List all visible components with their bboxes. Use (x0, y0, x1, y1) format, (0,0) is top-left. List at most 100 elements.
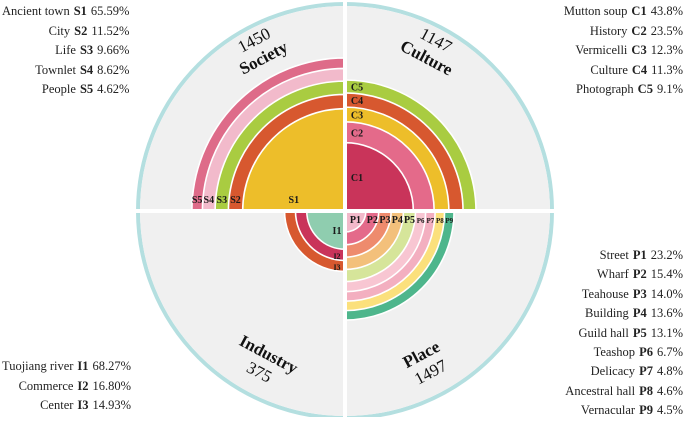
legend-percent: 11.3% (651, 62, 683, 77)
legend-code: I2 (77, 378, 89, 393)
legend-percent: 4.5% (656, 403, 683, 418)
legend-code: P9 (639, 403, 653, 418)
legend-percent: 23.2% (650, 248, 683, 262)
legend-percent: 65.59% (90, 4, 130, 18)
legend-label: Ancestral hall (565, 383, 636, 398)
bar-label-i2: I2 (333, 252, 340, 261)
legend-percent: 4.62% (97, 82, 130, 97)
legend-percent: 8.62% (97, 62, 130, 77)
bar-label-c4: C4 (351, 96, 363, 107)
legend-row: People S5 4.62% (2, 80, 130, 100)
legend-percent: 13.6% (650, 306, 683, 321)
legend-code: S1 (73, 4, 87, 18)
legend-label: Center (40, 398, 74, 413)
bar-label-s1: S1 (289, 195, 300, 206)
bar-s1 (241, 107, 346, 212)
legend-label: Ancient town (2, 4, 70, 18)
legend-row: Vermicelli C3 12.3% (564, 41, 683, 61)
legend-row: Tuojiang river I1 68.27% (2, 357, 131, 377)
legend-code: I3 (77, 398, 89, 413)
legend-code: C3 (631, 43, 647, 58)
legend-percent: 4.6% (656, 383, 683, 398)
legend-industry: Tuojiang river I1 68.27% Commerce I2 16.80% … (2, 357, 131, 416)
legend-code: C5 (637, 82, 653, 97)
legend-percent: 13.1% (650, 325, 683, 340)
bar-label-s3: S3 (217, 195, 228, 206)
bar-label-p8: P8 (436, 217, 444, 225)
bar-i1 (305, 210, 346, 251)
bar-label-p7: P7 (427, 217, 435, 225)
legend-label: Delicacy (590, 364, 636, 379)
legend-label: Guild hall (578, 325, 629, 340)
legend-label: Mutton soup (563, 4, 628, 18)
legend-row: Life S3 9.66% (2, 41, 129, 61)
legend-label: Townlet (35, 62, 76, 77)
bar-label-c3: C3 (351, 111, 363, 122)
bar-label-p3: P3 (379, 215, 390, 226)
bar-label-p4: P4 (392, 215, 403, 226)
legend-row: Ancient town S1 65.59% (2, 2, 129, 22)
legend-row: Mutton soup C1 43.8% (564, 2, 683, 22)
bar-label-c5: C5 (351, 83, 363, 94)
bar-label-p2: P2 (367, 215, 378, 226)
legend-code: C1 (631, 4, 647, 18)
legend-label: Photograph (576, 82, 634, 97)
legend-code: P3 (632, 286, 647, 301)
legend-label: History (589, 23, 628, 38)
legend-label: City (48, 23, 71, 38)
bar-label-p6: P6 (417, 217, 425, 225)
legend-row: Building P4 13.6% (565, 304, 683, 323)
legend-percent: 6.7% (656, 345, 683, 360)
legend-row: Center I3 14.93% (2, 396, 131, 416)
legend-percent: 14.0% (650, 286, 683, 301)
legend-code: S3 (79, 43, 94, 58)
bar-label-i3: I3 (333, 263, 340, 272)
legend-label: Commerce (18, 378, 74, 393)
legend-row: Street P1 23.2% (565, 246, 683, 265)
legend-row: Teashop P6 6.7% (565, 343, 683, 362)
legend-code: P2 (632, 267, 647, 282)
legend-label: Vernacular (580, 403, 636, 418)
legend-percent: 9.1% (656, 82, 683, 97)
legend-label: Vermicelli (575, 43, 628, 58)
legend-percent: 9.66% (97, 43, 130, 58)
bar-label-c1: C1 (351, 173, 363, 184)
legend-label: Teashop (593, 345, 636, 360)
legend-code: P5 (632, 325, 647, 340)
legend-label: Wharf (596, 267, 629, 282)
bar-label-p9: P9 (445, 217, 453, 225)
legend-percent: 12.3% (650, 43, 683, 58)
legend-row: Townlet S4 8.62% (2, 61, 129, 81)
legend-percent: 15.4% (650, 267, 683, 282)
legend-percent: 68.27% (92, 359, 132, 373)
legend-row: History C2 23.5% (564, 22, 683, 42)
legend-code: P4 (632, 306, 647, 321)
bar-c1 (344, 141, 415, 212)
legend-row: Wharf P2 15.4% (565, 265, 683, 284)
legend-label: People (41, 82, 76, 97)
legend-label: Street (599, 248, 629, 262)
legend-percent: 4.8% (656, 364, 683, 379)
legend-code: P1 (632, 248, 647, 262)
legend-place: Street P1 23.2% Wharf P2 15.4% Teahouse P3 14.… (565, 246, 683, 421)
legend-society: Ancient town S1 65.59% City S2 11.52% Life S3… (2, 2, 129, 100)
bar-label-s4: S4 (204, 195, 215, 206)
legend-label: Teahouse (581, 286, 629, 301)
legend-percent: 43.8% (650, 4, 683, 18)
legend-code: I1 (77, 359, 89, 373)
bar-label-c2: C2 (351, 128, 363, 139)
legend-row: Ancestral hall P8 4.6% (565, 382, 683, 401)
bar-label-p5: P5 (404, 215, 415, 226)
legend-code: P6 (639, 345, 653, 360)
legend-row: City S2 11.52% (2, 22, 130, 42)
bar-label-s2: S2 (230, 195, 241, 206)
bar-label-s5: S5 (192, 195, 203, 206)
legend-row: Commerce I2 16.80% (2, 377, 132, 397)
legend-percent: 23.5% (650, 23, 683, 38)
legend-label: Culture (590, 62, 628, 77)
legend-percent: 11.52% (91, 23, 130, 38)
legend-row: Vernacular P9 4.5% (565, 401, 683, 420)
legend-label: Building (585, 306, 629, 321)
legend-code: S5 (79, 82, 94, 97)
